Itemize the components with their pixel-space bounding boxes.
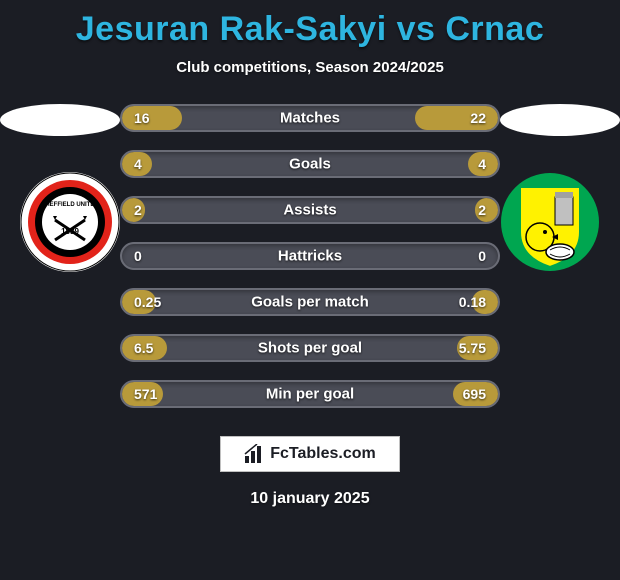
comparison-title: Jesuran Rak-Sakyi vs Crnac: [0, 0, 620, 49]
stat-row: 2 2 Assists: [120, 196, 500, 224]
stat-value-left: 6.5: [134, 340, 153, 356]
stat-value-right: 4: [478, 156, 486, 172]
stat-label: Shots per goal: [258, 340, 362, 357]
stat-value-left: 4: [134, 156, 142, 172]
stat-value-left: 0: [134, 248, 142, 264]
player-photo-placeholder-right: [500, 104, 620, 136]
stat-label: Goals: [289, 156, 331, 173]
comparison-body: SHEFFIELD UNITED 1889 1622Matches44Goals…: [0, 104, 620, 408]
stat-row: 0 0 Hattricks: [120, 242, 500, 270]
brand-text: FcTables.com: [270, 445, 376, 463]
stat-value-left: 16: [134, 110, 150, 126]
comparison-subtitle: Club competitions, Season 2024/2025: [0, 59, 620, 76]
stat-label: Min per goal: [266, 386, 354, 403]
svg-text:1889: 1889: [61, 227, 79, 236]
stat-label: Goals per match: [251, 294, 369, 311]
svg-text:SHEFFIELD UNITED: SHEFFIELD UNITED: [41, 202, 99, 208]
snapshot-date: 10 january 2025: [0, 490, 620, 508]
club-crest-left: SHEFFIELD UNITED 1889: [20, 172, 120, 272]
stat-label: Matches: [280, 110, 340, 127]
stat-value-right: 695: [463, 386, 486, 402]
player-photo-placeholder-left: [0, 104, 120, 136]
stat-value-left: 2: [134, 202, 142, 218]
stat-value-right: 0: [478, 248, 486, 264]
stat-value-right: 0.18: [459, 294, 486, 310]
stat-value-right: 2: [478, 202, 486, 218]
stat-row: 6.5 5.75 Shots per goal: [120, 334, 500, 362]
club-crest-right: [500, 172, 600, 272]
sheffield-united-icon: SHEFFIELD UNITED 1889: [20, 172, 120, 272]
brand-badge: FcTables.com: [220, 436, 400, 472]
stats-bars-container: 1622Matches44Goals22Assists00Hattricks0.…: [120, 104, 500, 408]
stat-bar-left: [122, 106, 182, 130]
stat-value-left: 0.25: [134, 294, 161, 310]
stat-row: 0.25 0.18 Goals per match: [120, 288, 500, 316]
stat-value-left: 571: [134, 386, 157, 402]
chart-icon: [244, 444, 266, 464]
stat-value-right: 22: [470, 110, 486, 126]
stat-value-right: 5.75: [459, 340, 486, 356]
stat-label: Assists: [283, 202, 336, 219]
stat-row: 4 4 Goals: [120, 150, 500, 178]
stat-label: Hattricks: [278, 248, 342, 265]
stat-row: 16 22 Matches: [120, 104, 500, 132]
stat-row: 571 695 Min per goal: [120, 380, 500, 408]
norwich-city-icon: [500, 172, 600, 272]
